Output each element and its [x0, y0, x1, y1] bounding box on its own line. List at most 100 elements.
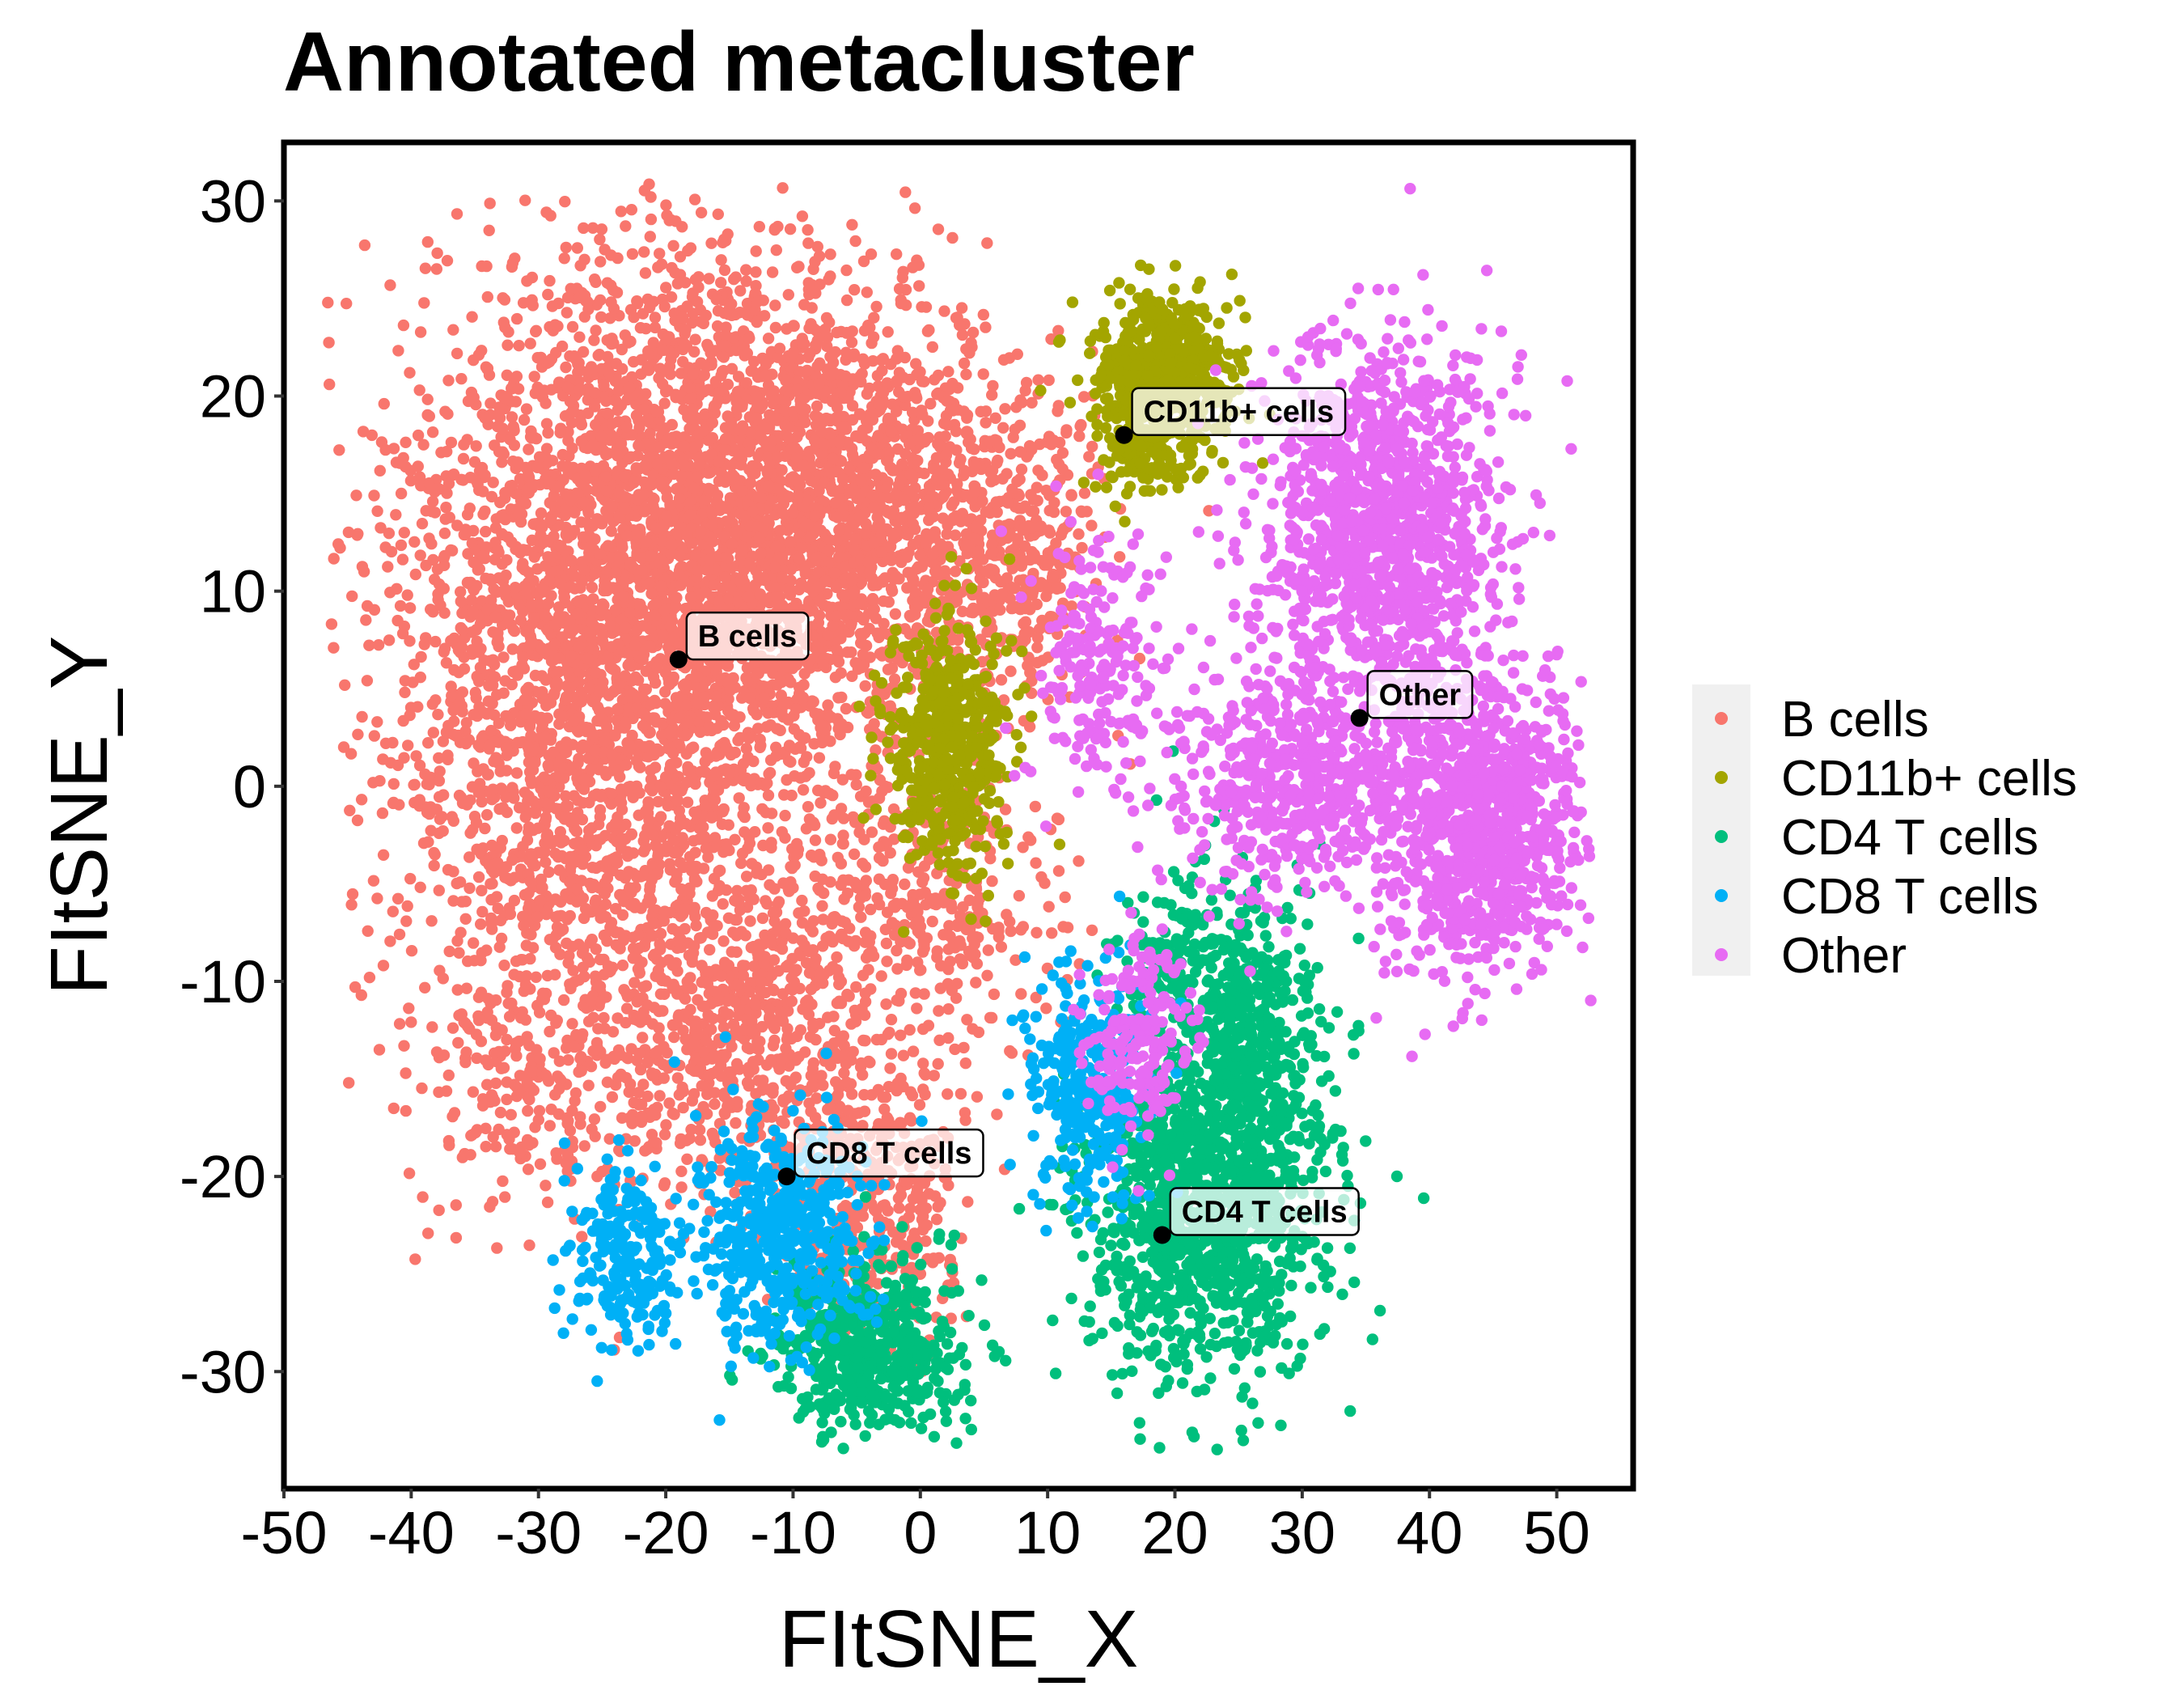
- data-point: [506, 261, 518, 273]
- data-point: [428, 859, 440, 872]
- data-point: [654, 248, 666, 260]
- data-point: [799, 565, 811, 577]
- data-point: [640, 536, 653, 548]
- data-point: [785, 756, 797, 768]
- data-point: [455, 373, 468, 385]
- data-point: [563, 526, 575, 538]
- data-point: [514, 506, 526, 519]
- data-point: [565, 650, 578, 663]
- data-point: [585, 616, 598, 629]
- data-point: [390, 509, 402, 521]
- data-point: [743, 332, 756, 345]
- data-point: [742, 676, 754, 688]
- data-point: [467, 605, 479, 618]
- data-point: [561, 381, 574, 393]
- data-point: [614, 869, 626, 881]
- data-point: [557, 460, 569, 472]
- data-point: [706, 417, 718, 429]
- data-point: [442, 408, 454, 420]
- data-point: [827, 767, 840, 780]
- data-point: [500, 791, 512, 803]
- data-point: [404, 366, 416, 379]
- data-point: [414, 881, 426, 894]
- data-point: [416, 518, 429, 530]
- data-point: [660, 510, 673, 523]
- data-point: [581, 366, 593, 378]
- data-point: [995, 674, 1008, 686]
- data-point: [619, 329, 631, 341]
- data-point: [360, 614, 372, 626]
- data-point: [324, 378, 336, 391]
- data-point: [404, 635, 416, 647]
- data-point: [432, 709, 444, 721]
- data-point: [913, 280, 925, 292]
- data-point: [491, 1242, 503, 1254]
- data-point: [626, 248, 639, 261]
- data-point: [552, 320, 564, 333]
- data-point: [637, 845, 650, 858]
- data-point: [670, 784, 682, 797]
- data-point: [589, 464, 602, 477]
- data-point: [344, 804, 356, 816]
- data-point: [595, 790, 607, 803]
- data-point: [681, 300, 693, 312]
- data-point: [611, 286, 624, 299]
- data-point: [718, 443, 731, 455]
- data-point: [817, 416, 829, 428]
- data-point: [487, 477, 499, 489]
- data-point: [599, 244, 611, 256]
- data-point: [417, 1191, 429, 1203]
- data-point: [422, 836, 434, 848]
- data-point: [717, 365, 730, 377]
- data-point: [545, 353, 558, 365]
- data-point: [489, 709, 501, 721]
- data-point: [486, 794, 498, 806]
- data-point: [595, 604, 607, 616]
- data-point: [688, 482, 700, 494]
- data-point: [453, 667, 465, 679]
- data-point: [478, 655, 490, 667]
- data-point: [703, 273, 715, 285]
- data-point: [740, 264, 752, 276]
- data-point: [692, 271, 705, 283]
- data-point: [518, 413, 531, 426]
- data-point: [328, 642, 340, 654]
- data-point: [921, 325, 934, 337]
- data-point: [836, 691, 848, 704]
- data-point: [426, 482, 438, 494]
- data-point: [833, 524, 845, 536]
- data-point: [492, 902, 504, 915]
- data-point: [723, 767, 735, 780]
- data-point: [526, 294, 538, 306]
- data-point: [753, 221, 765, 233]
- data-point: [529, 756, 541, 769]
- data-point: [620, 716, 632, 728]
- data-point: [368, 604, 381, 616]
- data-point: [395, 487, 408, 500]
- data-point: [829, 672, 842, 684]
- data-point: [468, 524, 480, 537]
- data-point: [637, 720, 650, 732]
- data-point: [849, 235, 861, 248]
- data-point: [589, 387, 601, 399]
- data-point: [740, 275, 752, 287]
- data-point: [582, 824, 595, 837]
- data-point: [431, 247, 443, 260]
- data-point: [472, 349, 485, 361]
- data-point: [639, 267, 652, 279]
- data-point: [437, 972, 449, 985]
- data-point: [623, 658, 636, 670]
- data-point: [383, 634, 396, 646]
- data-point: [712, 208, 724, 220]
- data-point: [932, 223, 945, 235]
- data-point: [649, 506, 661, 519]
- data-point: [509, 582, 522, 594]
- data-point: [791, 261, 803, 273]
- data-point: [840, 702, 853, 715]
- data-point: [763, 480, 775, 493]
- data-point: [740, 743, 752, 755]
- data-point: [374, 464, 386, 477]
- data-point: [419, 981, 431, 994]
- data-point: [486, 923, 498, 935]
- data-point: [560, 811, 572, 823]
